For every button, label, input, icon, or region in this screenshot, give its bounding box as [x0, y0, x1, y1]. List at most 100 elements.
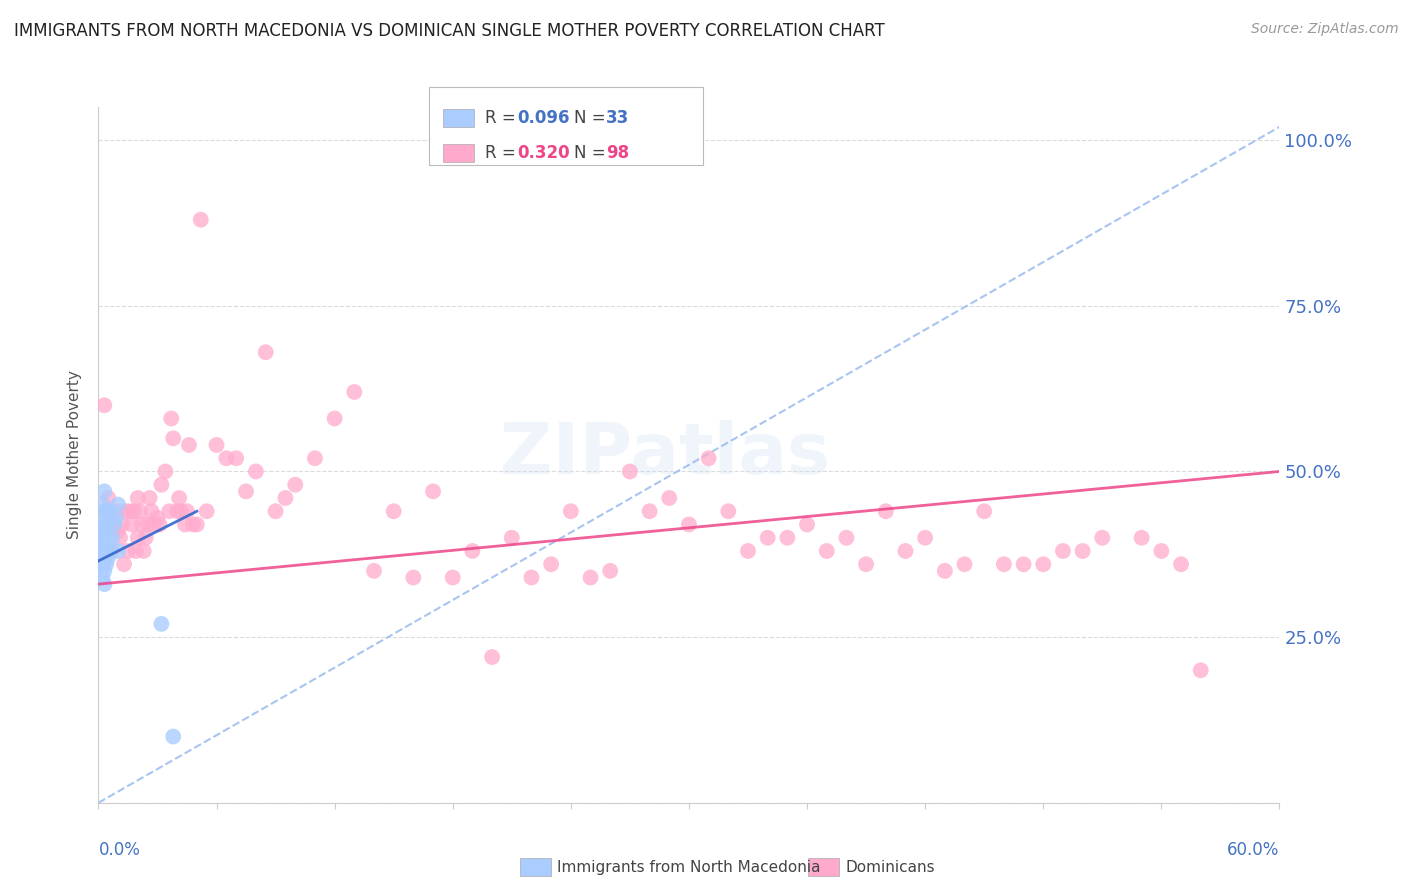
Point: [1071, 544, 1094, 558]
Point: [167, 491, 190, 505]
Point: [118, 504, 141, 518]
Point: [115, 504, 138, 518]
Point: [284, 477, 307, 491]
Point: [1052, 544, 1074, 558]
Point: [93, 550, 115, 565]
Point: [101, 544, 124, 558]
Point: [107, 524, 129, 538]
Point: [132, 544, 155, 558]
Point: [96, 504, 118, 518]
Point: [112, 558, 135, 572]
Point: [520, 570, 543, 584]
Point: [89, 537, 111, 551]
Text: 0.096: 0.096: [517, 109, 569, 127]
Point: [441, 570, 464, 584]
Point: [138, 491, 160, 505]
Point: [117, 544, 139, 558]
Point: [973, 504, 995, 518]
Text: R =: R =: [485, 145, 522, 162]
Point: [125, 544, 148, 558]
Point: [89, 550, 111, 565]
Point: [274, 491, 297, 505]
Point: [98, 544, 121, 558]
Point: [157, 504, 180, 518]
Text: ZIPat​las: ZIPat​las: [501, 420, 831, 490]
Point: [98, 504, 121, 518]
Point: [105, 504, 128, 518]
Point: [181, 517, 204, 532]
Point: [97, 491, 120, 505]
Point: [177, 438, 200, 452]
Point: [855, 558, 877, 572]
Point: [1130, 531, 1153, 545]
Point: [402, 570, 425, 584]
Point: [108, 531, 131, 545]
Point: [1032, 558, 1054, 572]
Point: [103, 517, 125, 532]
Text: 0.0%: 0.0%: [98, 841, 141, 859]
Point: [737, 544, 759, 558]
Point: [127, 531, 149, 545]
Point: [98, 517, 121, 532]
Text: N =: N =: [574, 145, 610, 162]
Point: [103, 517, 125, 532]
Point: [1150, 544, 1173, 558]
Point: [215, 451, 238, 466]
Point: [101, 531, 124, 545]
Point: [461, 544, 484, 558]
Point: [141, 504, 163, 518]
Point: [89, 524, 111, 538]
Point: [1091, 531, 1114, 545]
Point: [343, 384, 366, 399]
Point: [1012, 558, 1035, 572]
Point: [93, 517, 115, 532]
Point: [93, 398, 115, 412]
Point: [105, 511, 128, 525]
Point: [796, 517, 818, 532]
Point: [128, 504, 150, 518]
Point: [894, 544, 917, 558]
Point: [91, 498, 114, 512]
Point: [89, 558, 111, 572]
Point: [97, 550, 120, 565]
Point: [170, 504, 193, 518]
Y-axis label: Single Mother Poverty: Single Mother Poverty: [67, 370, 83, 540]
Point: [619, 465, 641, 479]
Point: [1189, 663, 1212, 677]
Point: [501, 531, 523, 545]
Point: [107, 544, 129, 558]
Point: [93, 537, 115, 551]
Point: [146, 511, 169, 525]
Point: [560, 504, 582, 518]
Point: [122, 504, 145, 518]
Point: [934, 564, 956, 578]
Point: [304, 451, 326, 466]
Point: [176, 504, 198, 518]
Point: [756, 531, 779, 545]
Point: [914, 531, 936, 545]
Point: [148, 517, 170, 532]
Point: [91, 558, 114, 572]
Point: [254, 345, 277, 359]
Point: [97, 511, 120, 525]
Text: Immigrants from North Macedonia: Immigrants from North Macedonia: [557, 860, 820, 874]
Point: [195, 504, 218, 518]
Point: [127, 491, 149, 505]
Point: [1170, 558, 1192, 572]
Point: [245, 465, 267, 479]
Text: 0.320: 0.320: [517, 145, 569, 162]
Text: N =: N =: [574, 109, 610, 127]
Point: [97, 531, 120, 545]
Point: [131, 517, 153, 532]
Point: [540, 558, 562, 572]
Point: [382, 504, 405, 518]
Point: [697, 451, 720, 466]
Point: [155, 465, 177, 479]
Point: [91, 544, 114, 558]
Point: [638, 504, 661, 518]
Point: [96, 524, 118, 538]
Point: [166, 504, 188, 518]
Text: 33: 33: [606, 109, 630, 127]
Point: [93, 577, 115, 591]
Point: [162, 730, 184, 744]
